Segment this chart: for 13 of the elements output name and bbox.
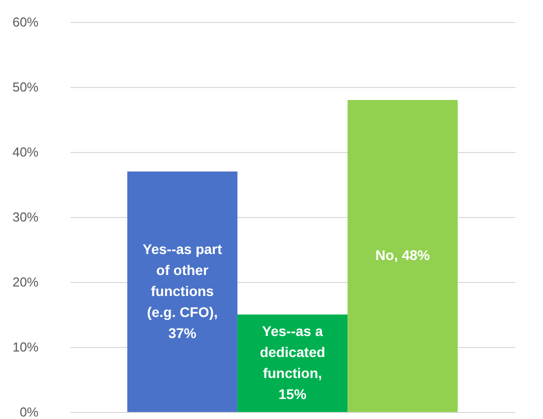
- y-tick-label: 0%: [20, 404, 39, 419]
- y-tick-label: 10%: [12, 340, 39, 354]
- bar: [348, 100, 458, 412]
- y-tick-label: 30%: [12, 210, 39, 224]
- data-label: Yes--as part of other functions (e.g. CFO), 37%: [142, 240, 222, 341]
- data-label: Yes--as a dedicated function, 15%: [260, 322, 326, 402]
- y-tick-label: 60%: [12, 14, 39, 30]
- y-tick-label: 40%: [12, 144, 39, 160]
- data-label: No, 48%: [375, 247, 430, 263]
- bar: [237, 314, 348, 412]
- y-tick-label: 50%: [12, 80, 39, 94]
- bar: [127, 172, 238, 412]
- y-tick-label: 20%: [12, 274, 39, 290]
